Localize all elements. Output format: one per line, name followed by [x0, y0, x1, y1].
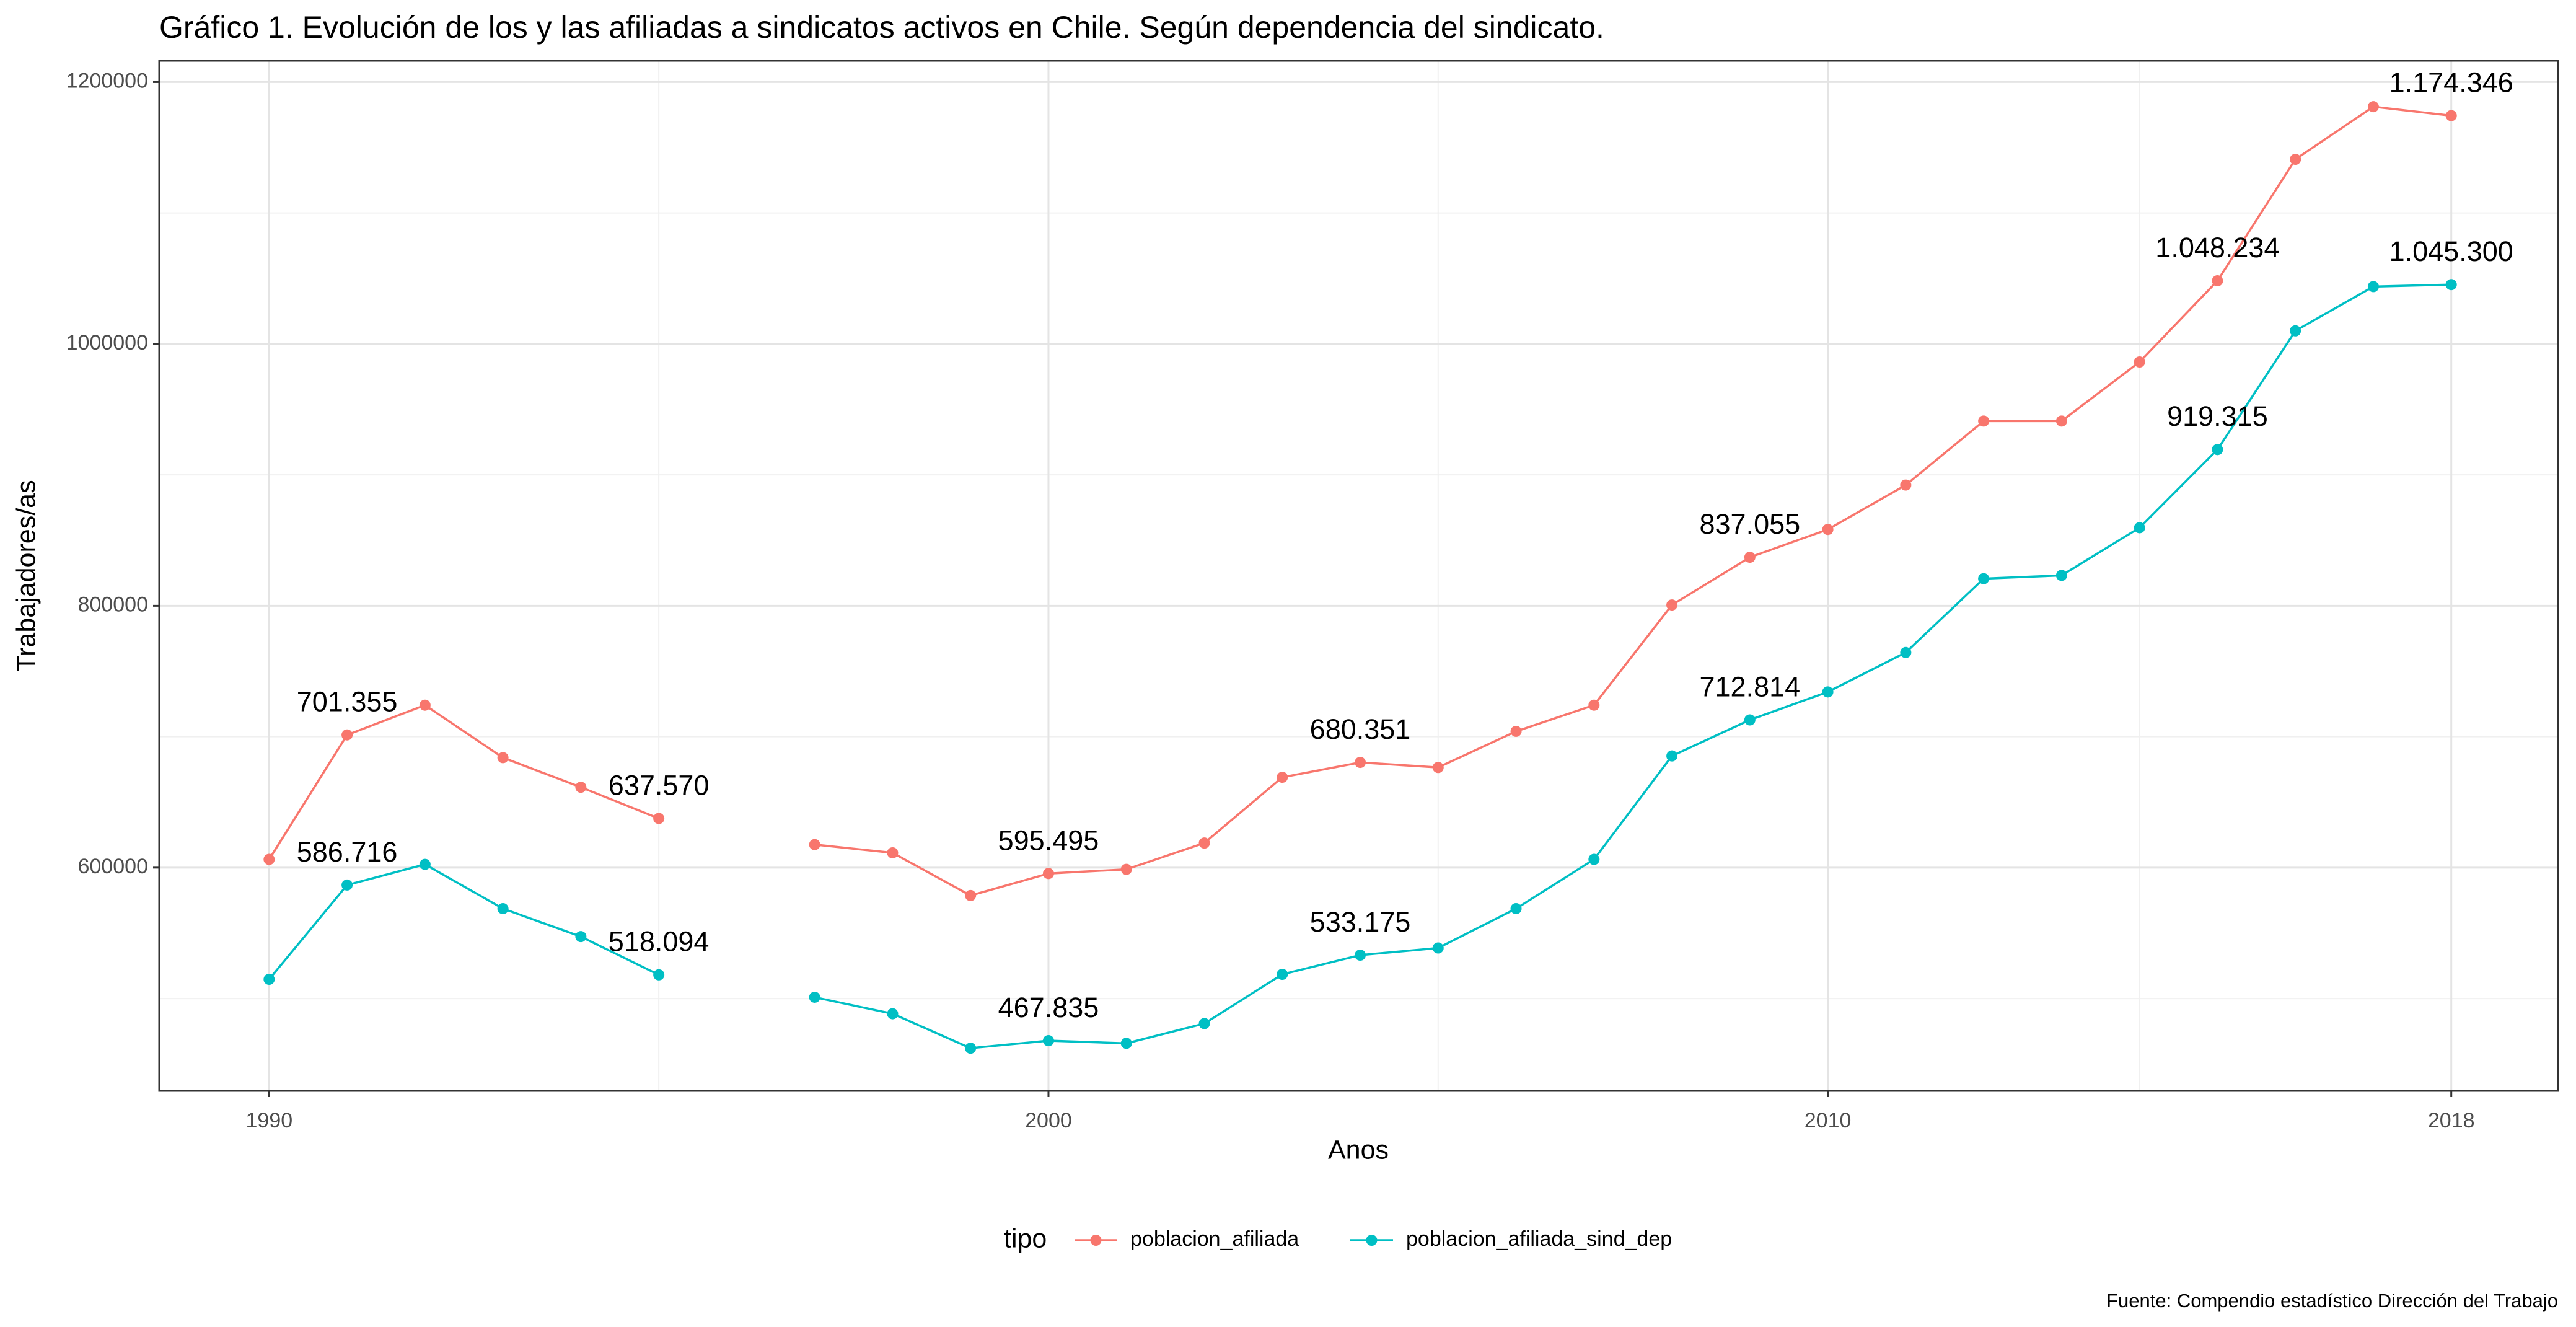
data-label: 467.835	[998, 992, 1099, 1023]
data-point	[1510, 725, 1522, 737]
data-point	[2290, 154, 2301, 165]
data-point	[2134, 356, 2145, 368]
series-line	[268, 863, 659, 981]
data-point	[575, 782, 587, 793]
legend-title: tipo	[1004, 1223, 1047, 1253]
y-axis-title: Trabajadores/as	[11, 480, 41, 671]
legend-key	[1366, 1235, 1378, 1246]
y-tick-label: 800000	[78, 593, 148, 616]
data-label: 1.048.234	[2155, 232, 2279, 263]
data-label: 701.355	[297, 686, 398, 718]
y-tick-label: 600000	[78, 855, 148, 878]
data-point	[1277, 969, 1288, 981]
data-point	[263, 974, 275, 985]
data-point	[2055, 570, 2067, 581]
data-point	[2445, 110, 2457, 121]
y-tick-label: 1000000	[66, 331, 148, 355]
data-label: 595.495	[998, 824, 1099, 856]
series-line	[268, 703, 659, 860]
x-tick-label: 1990	[246, 1109, 293, 1132]
data-point	[1900, 646, 1912, 658]
data-point	[1900, 479, 1912, 491]
x-tick-label: 2018	[2428, 1109, 2475, 1132]
panel-border	[158, 60, 2559, 1092]
data-point	[1744, 714, 1756, 726]
data-point	[2367, 101, 2379, 113]
data-point	[1120, 1038, 1132, 1049]
data-point	[2212, 275, 2223, 287]
data-label: 1.045.300	[2389, 236, 2513, 267]
x-tick-label: 2000	[1025, 1109, 1072, 1132]
legend-label: poblacion_afiliada	[1130, 1227, 1299, 1251]
data-point	[1198, 837, 1210, 849]
data-point	[887, 1008, 899, 1020]
data-point	[1666, 750, 1678, 762]
data-point	[1744, 552, 1756, 563]
data-point	[497, 752, 509, 764]
data-point	[2212, 444, 2223, 456]
data-label: 712.814	[1699, 671, 1800, 702]
data-point	[1042, 1035, 1054, 1047]
data-point	[575, 931, 587, 943]
data-point	[419, 858, 431, 870]
caption: Fuente: Compendio estadístico Dirección …	[2106, 1290, 2558, 1312]
data-point	[1666, 599, 1678, 611]
data-point	[263, 853, 275, 865]
data-point	[419, 699, 431, 711]
chart-title: Gráfico 1. Evolución de los y las afilia…	[159, 10, 1604, 45]
data-point	[1588, 853, 1600, 865]
data-point	[2290, 325, 2301, 337]
data-point	[341, 879, 353, 891]
legend-key	[1090, 1235, 1102, 1246]
data-point	[809, 839, 820, 850]
series-line	[814, 105, 2451, 897]
data-point	[1198, 1018, 1210, 1029]
data-point	[1588, 699, 1600, 711]
data-point	[1120, 863, 1132, 875]
data-point	[1355, 757, 1366, 769]
data-label: 533.175	[1310, 906, 1411, 938]
data-label: 919.315	[2167, 400, 2268, 432]
data-point	[2134, 522, 2145, 534]
data-point	[1432, 942, 1444, 954]
data-point	[887, 847, 899, 858]
data-label: 637.570	[609, 769, 710, 801]
data-label: 680.351	[1310, 713, 1411, 745]
data-point	[497, 902, 509, 914]
data-point	[1277, 772, 1288, 783]
data-point	[1042, 868, 1054, 880]
data-label: 1.174.346	[2389, 67, 2513, 99]
series-line	[814, 283, 2451, 1049]
data-point	[965, 1043, 977, 1054]
data-point	[1822, 524, 1834, 536]
data-point	[2367, 281, 2379, 293]
data-point	[653, 969, 665, 981]
y-tick-label: 1200000	[66, 69, 148, 92]
data-label: 586.716	[297, 836, 398, 868]
x-tick-label: 2010	[1805, 1109, 1852, 1132]
data-point	[965, 889, 977, 901]
data-point	[1978, 415, 1990, 427]
data-point	[1510, 902, 1522, 914]
data-point	[1978, 573, 1990, 584]
data-point	[1822, 686, 1834, 698]
data-point	[341, 729, 353, 741]
data-label: 518.094	[609, 926, 710, 958]
data-point	[2055, 415, 2067, 427]
data-point	[809, 991, 820, 1003]
data-label: 837.055	[1699, 508, 1800, 540]
data-point	[653, 813, 665, 824]
data-point	[1432, 762, 1444, 774]
data-point	[1355, 950, 1366, 961]
x-axis-title: Anos	[1328, 1135, 1389, 1165]
data-point	[2445, 279, 2457, 291]
legend-label: poblacion_afiliada_sind_dep	[1406, 1227, 1672, 1251]
